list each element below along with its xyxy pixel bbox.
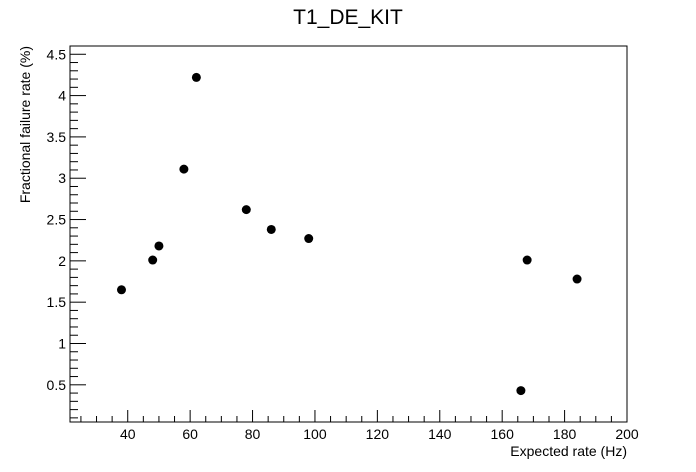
x-tick-label: 80 [245, 426, 261, 442]
x-axis-minor-ticks [80, 416, 612, 422]
data-point [154, 241, 164, 251]
data-point [572, 274, 582, 284]
data-point [241, 205, 251, 215]
y-axis-title: Fractional failure rate (%) [17, 46, 33, 203]
x-tick-label: 180 [553, 426, 577, 442]
x-tick-label: 160 [491, 426, 515, 442]
x-tick-label: 100 [303, 426, 327, 442]
y-tick-label: 3 [58, 170, 66, 186]
data-points [116, 72, 582, 396]
x-tick-label: 200 [615, 426, 639, 442]
data-point [266, 224, 276, 234]
x-axis-title: Expected rate (Hz) [510, 443, 627, 459]
data-point [179, 164, 189, 174]
x-tick-label: 40 [120, 426, 136, 442]
x-tick-label: 60 [182, 426, 198, 442]
y-tick-label: 4 [58, 88, 66, 104]
y-tick-label: 1 [58, 335, 66, 351]
data-point [148, 255, 158, 265]
data-point [116, 285, 126, 295]
x-tick-label: 140 [428, 426, 452, 442]
y-tick-label: 2.5 [47, 212, 67, 228]
y-tick-label: 0.5 [47, 377, 67, 393]
y-axis-minor-ticks [70, 62, 78, 419]
y-tick-label: 2 [58, 253, 66, 269]
data-point [516, 386, 526, 396]
y-tick-label: 1.5 [47, 294, 67, 310]
x-tick-label: 120 [366, 426, 390, 442]
y-tick-label: 4.5 [47, 46, 67, 62]
x-axis-ticks: 40 60 80 100 120 140 160 180 200 [120, 410, 639, 442]
plot-frame [69, 45, 628, 423]
y-tick-label: 3.5 [47, 129, 67, 145]
data-point [191, 72, 201, 82]
y-axis-ticks: 0.5 1 1.5 2 2.5 3 3.5 4 4.5 [47, 46, 86, 393]
chart-title: T1_DE_KIT [293, 6, 403, 29]
data-point [304, 234, 314, 244]
data-point [522, 255, 532, 265]
